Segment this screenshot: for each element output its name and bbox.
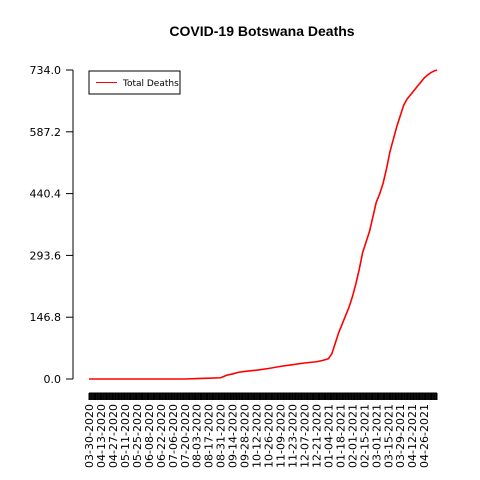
- x-tick-label: 09-28-2020: [239, 404, 252, 468]
- legend-label-total-deaths: Total Deaths: [122, 79, 179, 89]
- x-tick-label: 04-12-2021: [406, 404, 419, 468]
- x-tick-label: 08-03-2020: [191, 404, 204, 468]
- x-tick-label: 12-21-2020: [310, 404, 323, 468]
- x-tick-label: 07-06-2020: [167, 404, 180, 468]
- x-tick-label: 03-30-2020: [83, 404, 96, 468]
- x-tick-label: 02-15-2021: [358, 404, 371, 468]
- x-tick-label: 05-25-2020: [131, 404, 144, 468]
- x-tick-label: 11-09-2020: [275, 404, 288, 468]
- y-tick-label: 440.4: [30, 188, 62, 201]
- x-tick-label: 03-01-2021: [370, 404, 383, 468]
- x-axis-ticks: 03-30-202004-13-202004-27-202005-11-2020…: [83, 393, 438, 468]
- x-tick-label: 06-08-2020: [143, 404, 156, 468]
- x-tick-label: 04-26-2021: [418, 404, 431, 468]
- x-tick-label: 11-23-2020: [286, 404, 299, 468]
- x-tick-label: 03-15-2021: [382, 404, 395, 468]
- x-tick-label: 02-01-2021: [346, 404, 359, 468]
- y-tick-label: 293.6: [30, 249, 62, 262]
- x-tick-label: 10-12-2020: [251, 404, 264, 468]
- x-tick-label: 01-18-2021: [334, 404, 347, 468]
- y-tick-label: 587.2: [30, 126, 62, 139]
- y-tick-label: 734.0: [30, 64, 62, 77]
- y-tick-label: 146.8: [30, 311, 62, 324]
- x-tick-label: 07-20-2020: [179, 404, 192, 468]
- chart-title: COVID-19 Botswana Deaths: [169, 23, 354, 39]
- legend-box: [88, 70, 181, 95]
- y-axis-ticks: 0.0 146.8 293.6 440.4 587.2 734.0: [30, 64, 73, 386]
- x-tick-label: 09-14-2020: [227, 404, 240, 468]
- x-tick-label: 05-11-2020: [119, 404, 132, 468]
- x-tick-label: 08-31-2020: [215, 404, 228, 468]
- x-tick-label: 12-07-2020: [298, 404, 311, 468]
- x-tick-label: 01-04-2021: [322, 404, 335, 468]
- series-line-total-deaths: [89, 69, 438, 380]
- x-tick-label: 08-17-2020: [203, 404, 216, 468]
- x-tick-label: 10-26-2020: [263, 404, 276, 468]
- x-tick-label: 04-27-2020: [107, 404, 120, 468]
- x-tick-label: 04-13-2020: [95, 404, 108, 468]
- y-tick-label: 0.0: [44, 373, 62, 386]
- x-tick-label: 06-22-2020: [155, 404, 168, 468]
- x-tick-label: 03-29-2021: [394, 404, 407, 468]
- legend: Total Deaths: [88, 70, 181, 95]
